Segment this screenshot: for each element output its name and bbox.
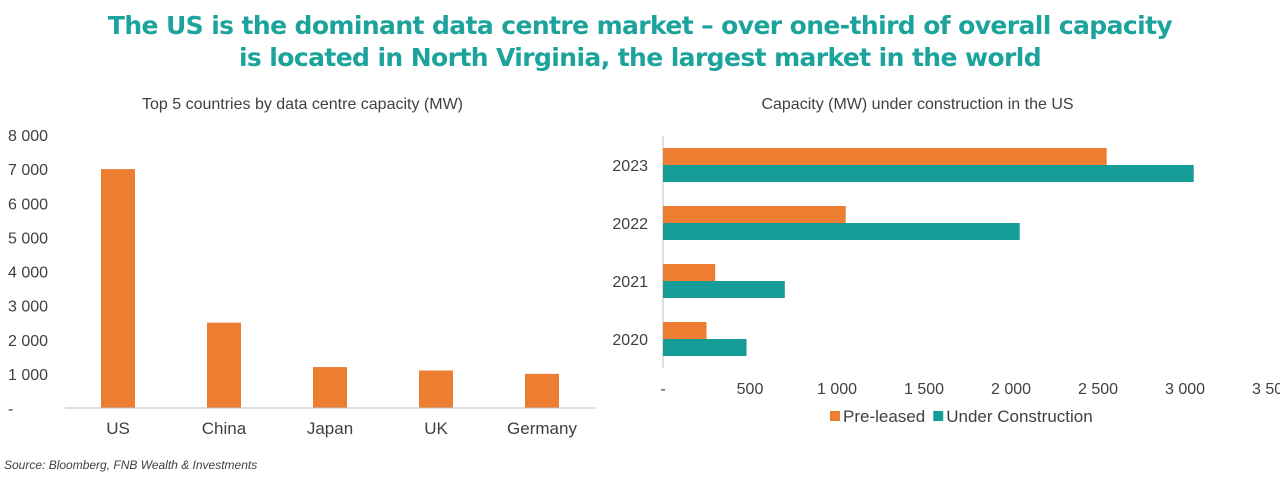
bar-us	[101, 169, 135, 408]
y-tick-label: 7 000	[8, 162, 48, 179]
y-tick-label: 6 000	[8, 196, 48, 213]
legend-swatch	[830, 411, 840, 421]
bar-pre-leased-2021	[663, 264, 716, 281]
legend-label: Pre-leased	[843, 407, 925, 426]
bar-under-construction-2021	[663, 281, 785, 298]
bar-japan	[313, 367, 347, 408]
x-tick-label: 2 000	[991, 381, 1031, 398]
y-tick-label: 5 000	[8, 230, 48, 247]
bar-under-construction-2022	[663, 223, 1020, 240]
x-tick-label: UK	[424, 419, 448, 438]
legend-swatch	[933, 411, 944, 421]
legend-label: Under Construction	[946, 407, 1092, 426]
bar-under-construction-2023	[663, 165, 1194, 182]
x-tick-label: China	[202, 419, 247, 438]
bar-under-construction-2020	[663, 339, 747, 356]
x-tick-label: Japan	[307, 419, 353, 438]
x-tick-label: US	[106, 419, 130, 438]
y-tick-label: 2 000	[8, 333, 48, 350]
x-tick-label: 1 500	[904, 381, 944, 398]
headline-line-1: The US is the dominant data centre marke…	[107, 11, 1173, 40]
x-tick-label: Germany	[507, 419, 577, 438]
y-tick-label: 4 000	[8, 265, 48, 282]
y-tick-label: 2023	[612, 158, 648, 175]
x-tick-label: -	[660, 381, 665, 398]
x-tick-label: 500	[737, 381, 764, 398]
x-tick-label: 3 500	[1252, 381, 1280, 398]
x-tick-label: 2 500	[1078, 381, 1118, 398]
y-tick-label: 2020	[612, 332, 648, 349]
bar-china	[207, 322, 241, 408]
y-tick-label: 2021	[612, 274, 648, 291]
bar-uk	[419, 370, 453, 408]
source-note: Source: Bloomberg, FNB Wealth & Investme…	[4, 458, 258, 472]
bar-pre-leased-2020	[663, 322, 707, 339]
right-chart-title: Capacity (MW) under construction in the …	[761, 96, 1074, 113]
bar-germany	[525, 373, 559, 408]
bar-pre-leased-2023	[663, 148, 1107, 165]
left-chart-title: Top 5 countries by data centre capacity …	[141, 96, 464, 113]
y-tick-label: 2022	[612, 216, 648, 233]
headline: The US is the dominant data centre marke…	[0, 10, 1280, 74]
x-tick-label: 3 000	[1165, 381, 1205, 398]
country-capacity-chart: - 1 000 2 000 3 000 4 000 5 000 6 000 7 000 8 00…	[8, 128, 595, 438]
us-construction-chart: 2023 2022 2021 2020 - 500 1 000 1 500 2 000 2 500…	[612, 136, 1280, 426]
y-tick-label: 8 000	[8, 128, 48, 145]
y-tick-label: 1 000	[8, 367, 48, 384]
y-tick-label: -	[8, 401, 13, 418]
headline-line-2: is located in North Virginia, the larges…	[238, 43, 1042, 72]
y-tick-label: 3 000	[8, 299, 48, 316]
x-tick-label: 1 000	[817, 381, 857, 398]
bar-pre-leased-2022	[663, 206, 846, 223]
